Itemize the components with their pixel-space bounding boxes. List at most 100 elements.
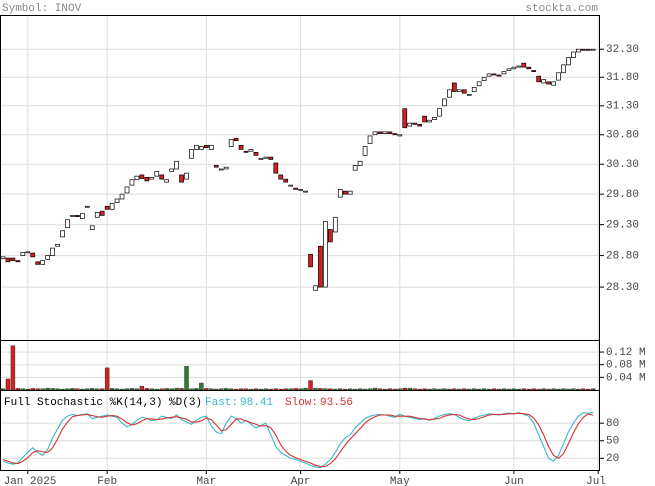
volume-bar xyxy=(199,382,204,391)
volume-bar xyxy=(511,388,517,391)
volume-bar xyxy=(233,388,239,391)
candle-body xyxy=(248,149,254,152)
volume-bar xyxy=(154,388,159,391)
volume-bar xyxy=(402,387,407,391)
volume-bar xyxy=(531,388,536,391)
volume-bar xyxy=(362,388,368,391)
y-tick-label: 32.30 xyxy=(606,44,639,56)
candle-body xyxy=(471,87,477,92)
candle-body xyxy=(124,186,130,194)
y-tick-label: 0.04 M xyxy=(606,372,646,384)
volume-bar xyxy=(134,388,140,391)
volume-bar xyxy=(491,388,497,391)
volume-bar xyxy=(25,388,30,391)
volume-bar xyxy=(60,388,65,391)
volume-bar xyxy=(333,388,338,391)
candle-body xyxy=(20,252,26,256)
legend-value: 93.56 xyxy=(320,397,353,409)
volume-bar xyxy=(581,388,586,391)
candle-body xyxy=(323,221,328,288)
volume-bar xyxy=(343,388,348,391)
candle-body xyxy=(35,261,41,265)
candle-body xyxy=(571,51,576,58)
volume-bar xyxy=(367,388,373,391)
volume-bar xyxy=(219,388,224,391)
volume-bar xyxy=(99,388,105,391)
candle-body xyxy=(228,139,234,147)
volume-bar xyxy=(422,388,427,391)
volume-bar xyxy=(591,388,596,391)
candle-body xyxy=(144,176,150,182)
y-tick-label: 0.12 M xyxy=(606,347,646,359)
volume-bar xyxy=(496,388,502,391)
x-tick-label: Feb xyxy=(97,476,117,486)
volume-bar xyxy=(30,388,35,391)
candle-body xyxy=(461,89,467,94)
volume-bar xyxy=(486,388,492,391)
candle-body xyxy=(139,174,145,179)
volume-bar xyxy=(442,388,447,391)
volume-bar xyxy=(303,387,308,391)
volume-bar xyxy=(348,388,353,391)
volume-bar xyxy=(293,388,298,391)
candle-body xyxy=(199,146,204,150)
candle-body xyxy=(15,260,21,263)
volume-bar xyxy=(139,386,145,391)
candle-body xyxy=(208,144,214,150)
y-tick-label: 31.80 xyxy=(606,72,639,84)
volume-bar xyxy=(268,388,274,391)
volume-bar xyxy=(541,388,546,391)
volume-bar xyxy=(526,388,531,391)
volume-bar xyxy=(357,388,363,391)
stochastic-panel xyxy=(0,390,600,471)
volume-bar xyxy=(75,388,80,391)
candle-body xyxy=(204,144,209,149)
volume-bar xyxy=(189,388,194,391)
candle-body xyxy=(486,73,492,77)
candle-body xyxy=(169,168,174,172)
volume-bar xyxy=(194,388,199,391)
volume-bar xyxy=(278,388,283,391)
candle-body xyxy=(233,137,239,141)
candle-body xyxy=(149,176,155,180)
candle-body xyxy=(397,134,403,137)
legend-value: 98.41 xyxy=(240,397,273,409)
candle-body xyxy=(447,89,452,98)
volume-bar xyxy=(204,388,209,391)
x-tick-label: Jan 2025 xyxy=(4,476,57,486)
candle-body xyxy=(238,144,244,150)
candle-body xyxy=(541,79,546,84)
y-tick-label: 30.80 xyxy=(606,130,639,142)
candle-body xyxy=(318,245,323,288)
candle-body xyxy=(585,48,591,51)
volume-bar xyxy=(288,388,293,391)
y-tick-label: 29.80 xyxy=(606,189,639,201)
volume-bar xyxy=(323,388,328,391)
candle-body xyxy=(417,123,422,127)
candle-body xyxy=(526,66,532,70)
candle-body xyxy=(576,48,581,53)
candle-body xyxy=(164,179,170,183)
candle-body xyxy=(258,157,264,160)
volume-bar xyxy=(129,388,135,391)
candle-body xyxy=(104,205,110,210)
volume-bar xyxy=(397,388,402,391)
volume-bar xyxy=(481,388,487,391)
volume-bar xyxy=(85,388,90,391)
grid-layer xyxy=(1,16,600,470)
volume-bar xyxy=(248,388,254,391)
volume-bar xyxy=(283,388,288,391)
candle-body xyxy=(189,149,194,159)
candle-body xyxy=(159,174,165,180)
volume-bar xyxy=(546,388,551,391)
volume-bar xyxy=(318,388,323,391)
candle-body xyxy=(476,81,482,87)
volume-bar xyxy=(45,387,50,391)
candle-body xyxy=(283,178,289,183)
volume-bar xyxy=(457,388,462,391)
candle-body xyxy=(481,76,487,82)
candle-body xyxy=(521,62,527,68)
volume-bar xyxy=(377,388,383,391)
volume-bar xyxy=(273,388,278,391)
x-tick-label: Jun xyxy=(504,476,524,486)
